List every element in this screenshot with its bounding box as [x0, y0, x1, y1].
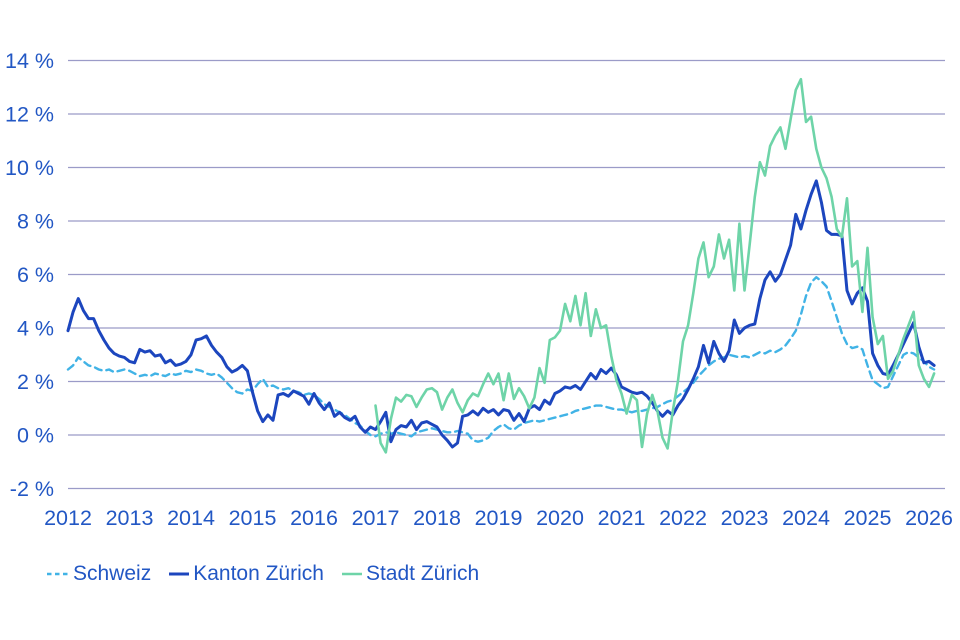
y-axis-labels: 14 % 12 % 10 % 8 % 6 % 4 % 2 % 0 % -2 %	[5, 49, 54, 501]
x-tick-label: 2016	[290, 506, 338, 530]
y-tick-label: -2 %	[10, 477, 54, 501]
legend-label-kanton-zuerich: Kanton Zürich	[193, 562, 324, 585]
x-tick-label: 2020	[536, 506, 584, 530]
series-lines	[66, 77, 936, 454]
x-tick-label: 2024	[782, 506, 830, 530]
x-tick-label: 2025	[844, 506, 892, 530]
x-tick-label: 2012	[44, 506, 92, 530]
series-line-schweiz	[66, 276, 936, 443]
y-tick-label: 8 %	[17, 210, 54, 234]
x-tick-label: 2013	[106, 506, 154, 530]
legend-label-schweiz: Schweiz	[73, 562, 152, 585]
x-tick-label: 2018	[413, 506, 461, 530]
y-tick-label: 2 %	[17, 370, 54, 394]
y-tick-label: 14 %	[5, 49, 54, 73]
legend-item-schweiz: Schweiz	[46, 562, 151, 586]
series-line-kanton-zuerich	[66, 179, 936, 449]
gridlines	[68, 59, 945, 490]
legend-label-stadt-zuerich: Stadt Zürich	[365, 562, 480, 585]
x-axis-labels: 2012 2013 2014 2015 2016 2017 2018 2019 2020 2021…	[44, 506, 953, 530]
x-tick-label: 2014	[167, 506, 215, 530]
x-tick-label: 2026	[905, 506, 953, 530]
x-tick-label: 2023	[721, 506, 769, 530]
stadt-zuerich-line-sample	[341, 572, 362, 576]
kanton-zuerich-line-sample	[169, 572, 190, 576]
y-tick-label: 10 %	[5, 156, 54, 180]
x-tick-label: 2022	[659, 506, 707, 530]
y-tick-label: 0 %	[17, 424, 54, 448]
x-tick-label: 2021	[598, 506, 646, 530]
y-tick-label: 12 %	[5, 103, 54, 127]
y-tick-label: 4 %	[17, 317, 54, 341]
legend-item-kanton-zuerich: Kanton Zürich	[168, 562, 324, 586]
x-tick-label: 2015	[229, 506, 277, 530]
series-line-stadt-zuerich	[374, 77, 936, 454]
legend: Schweiz Kanton Zürich Stadt Zürich	[46, 562, 479, 586]
x-tick-label: 2019	[475, 506, 523, 530]
legend-item-stadt-zuerich: Stadt Zürich	[341, 562, 479, 586]
y-tick-label: 6 %	[17, 263, 54, 287]
x-tick-label: 2017	[352, 506, 400, 530]
schweiz-dashed-line-sample	[47, 572, 69, 576]
